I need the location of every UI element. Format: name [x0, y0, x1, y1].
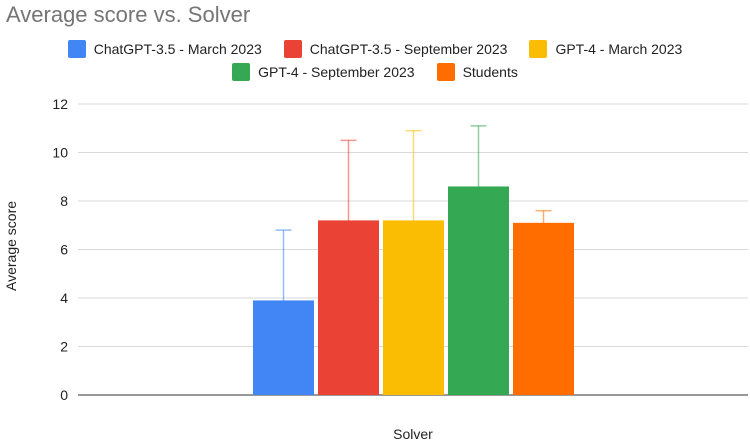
error-bar: [340, 139, 357, 302]
bar: [513, 222, 574, 395]
legend-row-1: ChatGPT-3.5 - March 2023 ChatGPT-3.5 - S…: [0, 40, 750, 58]
legend-swatch: [283, 40, 302, 58]
legend-item[interactable]: GPT-4 - September 2023: [232, 63, 415, 81]
legend-item[interactable]: GPT-4 - March 2023: [529, 40, 682, 58]
legend-label: GPT-4 - September 2023: [258, 64, 415, 80]
bars: [253, 186, 574, 395]
y-tick-label: 6: [60, 242, 68, 258]
legend-item[interactable]: Students: [436, 63, 518, 81]
legend-swatch: [529, 40, 548, 58]
y-tick-label: 0: [60, 387, 68, 403]
legend-item[interactable]: ChatGPT-3.5 - March 2023: [67, 40, 262, 58]
error-bar: [535, 209, 552, 236]
y-tick-label: 10: [52, 145, 68, 161]
y-tick-label: 12: [52, 96, 68, 112]
legend-label: ChatGPT-3.5 - September 2023: [309, 41, 508, 57]
legend-label: Students: [462, 64, 518, 80]
y-tick-label: 8: [60, 193, 68, 209]
legend-swatch: [67, 40, 86, 58]
legend-swatch: [436, 63, 455, 81]
legend-label: ChatGPT-3.5 - March 2023: [93, 41, 262, 57]
error-bars: [275, 125, 552, 372]
y-axis-label: Average score: [3, 201, 19, 291]
legend-row-2: GPT-4 - September 2023 Students: [0, 63, 750, 81]
y-tick-label: 4: [60, 290, 68, 306]
legend-label: GPT-4 - March 2023: [555, 41, 683, 57]
error-bar: [275, 229, 292, 372]
legend-swatch: [232, 63, 251, 81]
x-axis-label: Solver: [393, 426, 433, 442]
error-bar: [405, 129, 422, 311]
y-tick-label: 2: [60, 339, 68, 355]
legend-item[interactable]: ChatGPT-3.5 - September 2023: [283, 40, 508, 58]
chart-title: Average score vs. Solver: [6, 2, 251, 27]
error-bar: [470, 125, 487, 248]
y-tick-labels: 0 2 4 6 8 10 12: [52, 96, 68, 403]
